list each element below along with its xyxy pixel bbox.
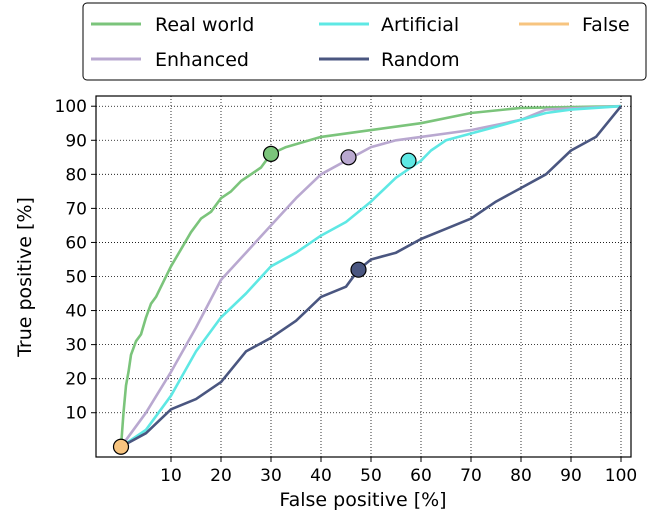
x-axis-label: False positive [%] [279, 489, 446, 511]
x-tick-label: 70 [460, 466, 482, 486]
x-tick-label: 10 [160, 466, 182, 486]
legend-label-random: Random [381, 49, 460, 71]
y-axis-label: True positive [%] [14, 197, 36, 358]
y-tick-label: 100 [55, 97, 87, 117]
y-tick-label: 40 [65, 302, 87, 322]
y-tick-label: 60 [65, 233, 87, 253]
marker-artificial [400, 152, 417, 169]
x-tick-label: 60 [410, 466, 432, 486]
x-tick-label: 80 [510, 466, 532, 486]
legend-label-enhanced: Enhanced [155, 49, 249, 71]
x-tick-label: 30 [260, 466, 282, 486]
x-tick-label: 40 [310, 466, 332, 486]
marker-real-world [262, 145, 280, 162]
legend-label-false: False [582, 14, 630, 36]
legend-label-artificial: Artificial [381, 14, 459, 36]
x-axis-ticks: 10 20 30 40 50 60 70 80 90 100 [160, 457, 637, 486]
series-line-real-world [119, 104, 622, 447]
y-tick-label: 30 [65, 336, 87, 356]
x-tick-label: 90 [560, 466, 582, 486]
y-tick-label: 70 [65, 199, 87, 219]
legend-frame [82, 2, 647, 81]
y-tick-label: 80 [65, 165, 87, 185]
y-tick-label: 90 [65, 131, 87, 151]
x-tick-label: 100 [605, 466, 637, 486]
series-line-enhanced [119, 104, 622, 448]
series-line-artificial [120, 104, 622, 448]
marker-false [112, 438, 130, 455]
y-tick-label: 20 [65, 370, 87, 390]
y-tick-label: 10 [65, 404, 87, 424]
y-axis-ticks: 10 20 30 40 50 60 70 80 90 100 [55, 97, 96, 424]
x-tick-label: 50 [360, 466, 382, 486]
x-tick-label: 20 [210, 466, 232, 486]
legend-label-real-world: Real world [155, 14, 254, 36]
marker-random [350, 261, 367, 278]
y-tick-label: 50 [65, 268, 87, 288]
marker-enhanced [340, 149, 357, 166]
series-markers [112, 145, 417, 455]
legend: Real world Enhanced Artificial Random Fa… [82, 2, 647, 81]
